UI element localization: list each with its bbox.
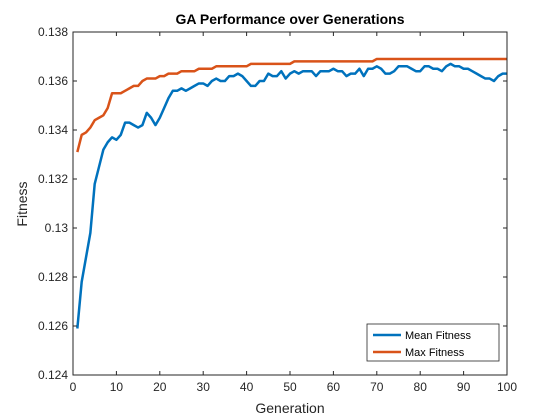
- x-tick-label: 100: [497, 380, 517, 394]
- legend: Mean Fitness Max Fitness: [366, 323, 500, 362]
- y-tick-label: 0.134: [38, 123, 68, 137]
- y-tick-label: 0.13: [45, 221, 69, 235]
- x-tick-label: 70: [370, 380, 384, 394]
- x-tick-label: 40: [240, 380, 254, 394]
- x-axis-ticks: 0 10 20 30 40 50 60 70 80 90 100: [70, 32, 517, 394]
- x-tick-label: 30: [197, 380, 211, 394]
- x-tick-label: 80: [414, 380, 428, 394]
- y-tick-label: 0.136: [38, 74, 68, 88]
- series-line-max-fitness: [76, 57, 507, 153]
- series-line-mean-fitness: [76, 62, 507, 329]
- x-tick-label: 60: [327, 380, 341, 394]
- plot-area: [73, 32, 507, 375]
- y-axis-ticks: 0.124 0.126 0.128 0.13 0.132 0.134 0.136 0.138: [38, 25, 507, 382]
- chart-title: GA Performance over Generations: [175, 11, 404, 27]
- x-tick-label: 20: [153, 380, 167, 394]
- y-tick-label: 0.128: [38, 270, 68, 284]
- y-tick-label: 0.124: [38, 368, 68, 382]
- x-tick-label: 10: [110, 380, 124, 394]
- x-tick-label: 90: [457, 380, 471, 394]
- x-tick-label: 0: [70, 380, 77, 394]
- x-axis-label: Generation: [255, 400, 324, 416]
- y-tick-label: 0.126: [38, 319, 68, 333]
- y-axis-label: Fitness: [14, 181, 30, 226]
- legend-label-max-fitness: Max Fitness: [405, 347, 465, 359]
- series-layer: [76, 57, 507, 329]
- legend-box: [366, 323, 500, 362]
- y-tick-label: 0.138: [38, 25, 68, 39]
- legend-label-mean-fitness: Mean Fitness: [405, 330, 472, 342]
- y-tick-label: 0.132: [38, 172, 68, 186]
- x-tick-label: 50: [283, 380, 297, 394]
